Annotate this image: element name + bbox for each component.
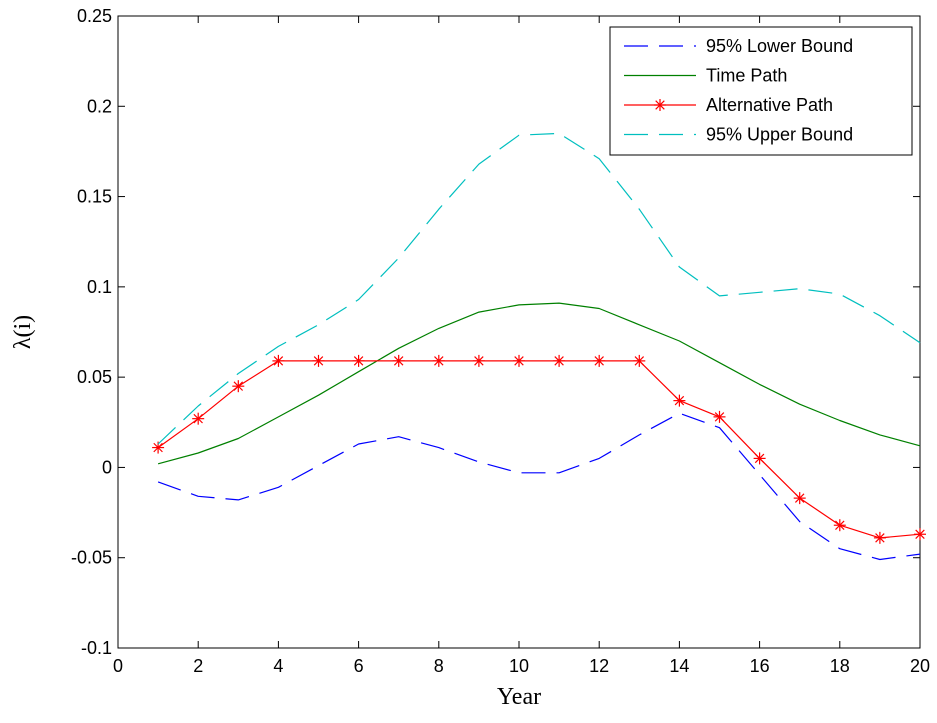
x-tick-label: 2 (193, 656, 203, 676)
y-axis-label: λ(i) (10, 315, 36, 349)
y-tick-label: -0.05 (71, 548, 112, 568)
data-point-marker (392, 354, 405, 367)
legend-label-95-lower-bound: 95% Lower Bound (706, 36, 853, 56)
x-tick-label: 6 (354, 656, 364, 676)
data-point-marker (312, 354, 325, 367)
x-axis-label: Year (497, 684, 541, 710)
y-tick-label: 0.05 (77, 367, 112, 387)
legend-label-95-upper-bound: 95% Upper Bound (706, 125, 853, 145)
x-tick-label: 16 (750, 656, 770, 676)
y-tick-label: 0.1 (87, 277, 112, 297)
y-tick-label: -0.1 (81, 638, 112, 658)
x-tick-label: 20 (910, 656, 930, 676)
data-point-marker (192, 412, 205, 425)
x-tick-label: 10 (509, 656, 529, 676)
x-tick-label: 8 (434, 656, 444, 676)
x-tick-label: 18 (830, 656, 850, 676)
data-point-marker (513, 354, 525, 367)
x-tick-label: 4 (273, 656, 283, 676)
axis-ticks: 0 2 4 6 8 10 12 14 16 18 20 -0.1 -0.05 0 0.05 0.1 0.15 0.… (71, 6, 930, 676)
data-point-marker (593, 354, 606, 367)
legend-box (609, 26, 913, 156)
data-point-marker (914, 528, 926, 541)
data-point-marker (713, 410, 726, 423)
data-point-marker (753, 452, 766, 465)
series-line-95-upper-bound (157, 132, 921, 445)
y-tick-label: 0.15 (77, 187, 112, 207)
data-point-marker (232, 380, 245, 393)
data-point-marker (793, 492, 806, 505)
series-line-95-lower-bound (157, 412, 921, 561)
data-point-marker (352, 354, 365, 367)
x-tick-label: 0 (113, 656, 123, 676)
data-point-marker (272, 354, 285, 367)
legend-label-alternative-path: Alternative Path (706, 95, 833, 115)
y-tick-label: 0.2 (87, 96, 112, 116)
data-point-marker (553, 354, 566, 367)
series-lines (152, 132, 926, 561)
data-point-marker (654, 99, 666, 111)
data-point-marker (873, 531, 886, 544)
data-point-marker (432, 354, 445, 367)
series-line-alternative-path (157, 360, 921, 539)
y-tick-label: 0.25 (77, 6, 112, 26)
data-point-marker (472, 354, 485, 367)
y-tick-label: 0 (102, 457, 112, 477)
x-tick-label: 14 (669, 656, 689, 676)
data-point-marker (673, 394, 686, 407)
legend: 95% Lower Bound Time Path Alternative Path… (609, 26, 913, 156)
x-tick-label: 12 (589, 656, 609, 676)
data-point-marker (633, 354, 646, 367)
series-line-time-path (157, 302, 921, 465)
legend-label-time-path: Time Path (706, 66, 787, 86)
data-point-marker (833, 519, 846, 532)
